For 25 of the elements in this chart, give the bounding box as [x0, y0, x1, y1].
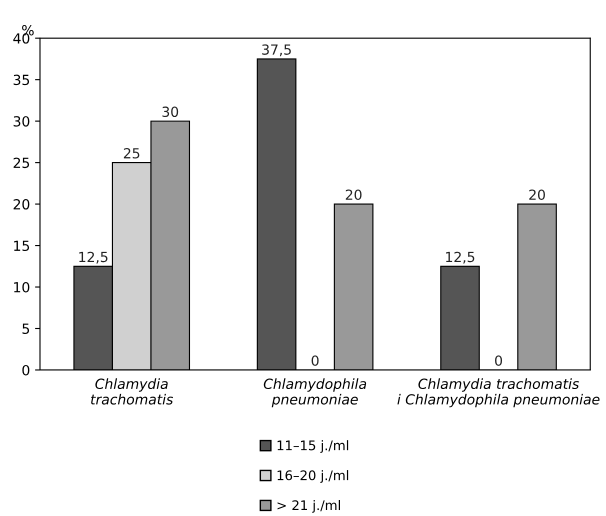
y-tick-label: 20 [14, 199, 30, 210]
data-label: 0 [312, 355, 319, 366]
y-tick-label: 10 [14, 282, 30, 292]
data-label: 0 [495, 355, 502, 366]
data-label: 20 [346, 189, 362, 200]
data-label: 20 [529, 189, 545, 200]
legend-label: 16–20 j./ml [278, 470, 348, 483]
legend-label: > 21 j./ml [278, 500, 340, 513]
y-tick-label: 40 [13, 33, 30, 44]
y-tick-label: 0 [22, 364, 30, 376]
data-label: 25 [124, 148, 140, 159]
y-tick-label: 15 [14, 240, 30, 252]
y-tick-label: 30 [14, 116, 30, 127]
data-label: 12,5 [79, 252, 108, 264]
y-axis-title: % [22, 24, 34, 36]
x-tick-label: Chlamydia trachomatis i Chlamydophila pneumoniae [397, 378, 600, 408]
data-label: 37,5 [262, 44, 291, 56]
y-tick-label: 5 [22, 324, 30, 334]
x-tick-label: Chlamydia trachomatis [91, 378, 174, 405]
legend-label: 11–15 j./ml [278, 440, 348, 453]
y-tick-label: 25 [14, 158, 30, 168]
y-tick-label: 35 [14, 74, 30, 86]
data-label: 12,5 [446, 252, 474, 264]
x-tick-label: Chlamydophila pneumoniae [264, 378, 366, 408]
data-label: 30 [162, 106, 178, 118]
